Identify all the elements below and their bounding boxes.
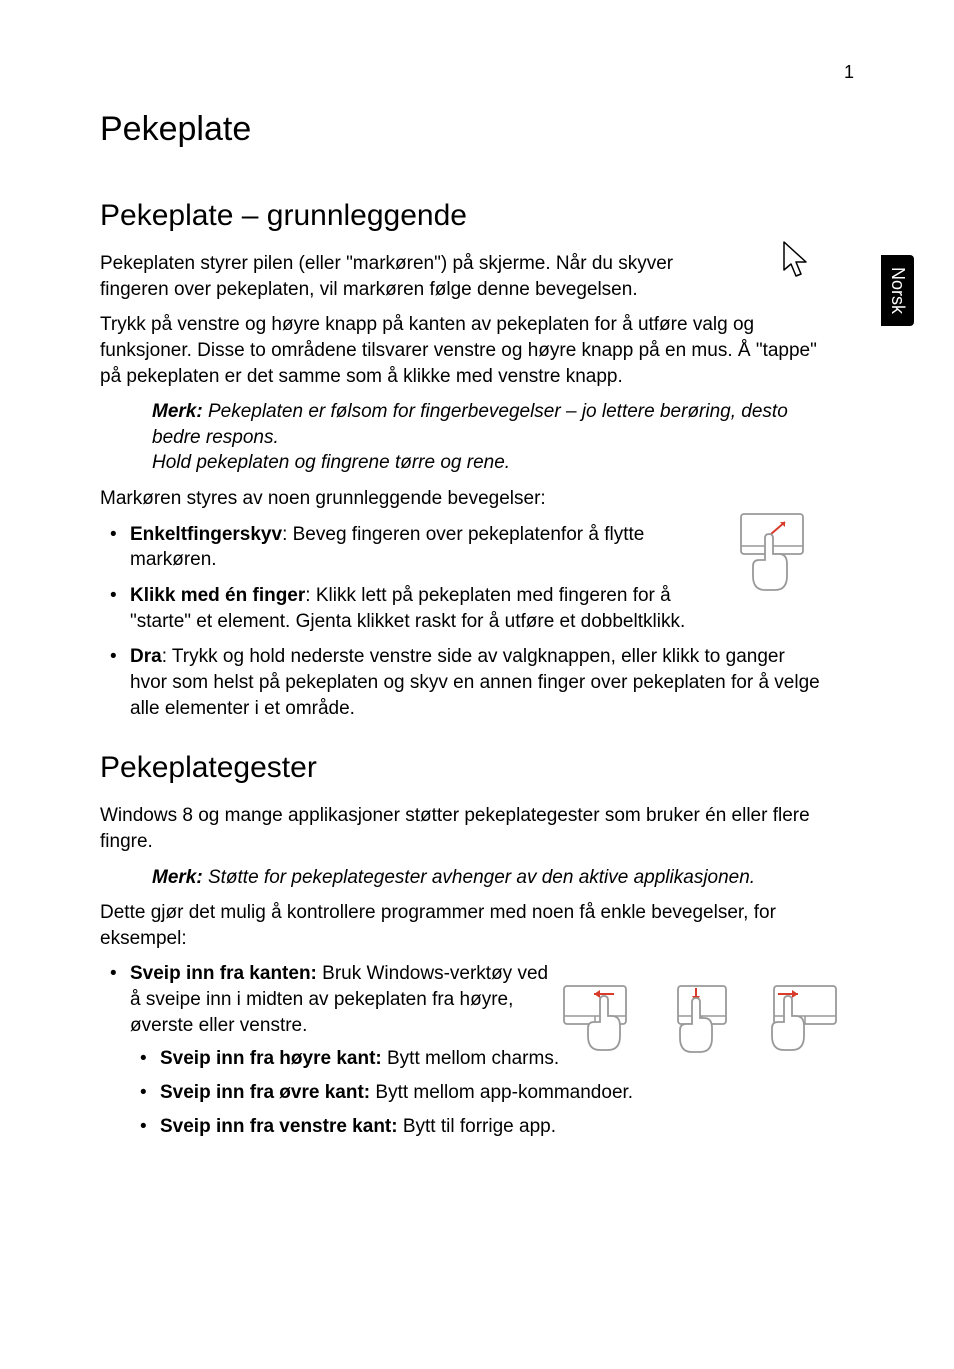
section2-p1: Windows 8 og mange applikasjoner støtter… [100,803,820,854]
subbullet-left: Sveip inn fra venstre kant: Bytt til for… [130,1114,820,1140]
swipe-icons-group [560,980,840,1060]
subbullet-text: Bytt mellom charms. [382,1048,559,1069]
page-number: 1 [844,62,854,83]
note-label: Merk: [152,401,203,422]
subbullet-label: Sveip inn fra øvre kant: [160,1082,370,1103]
section1-p2: Trykk på venstre og høyre knapp på kante… [100,312,820,389]
bullet-slide: Enkeltfingerskyv: Beveg fingeren over pe… [100,522,690,573]
section1-bullets: Enkeltfingerskyv: Beveg fingeren over pe… [100,522,820,721]
bullet-text: : Trykk og hold nederste venstre side av… [130,646,820,718]
subbullet-label: Sveip inn fra venstre kant: [160,1116,398,1137]
swipe-right-icon [560,980,640,1060]
swipe-left-icon [760,980,840,1060]
swipe-top-icon [660,980,740,1060]
doc-title: Pekeplate [100,110,820,149]
subbullet-text: Bytt til forrige app. [398,1116,556,1137]
touchpad-single-finger-icon [735,510,815,600]
bullet-drag: Dra: Trykk og hold nederste venstre side… [100,644,820,721]
section1-p1: Pekeplaten styrer pilen (eller "markøren… [100,251,730,302]
bullet-label: Klikk med én finger [130,585,305,606]
subbullet-top: Sveip inn fra øvre kant: Bytt mellom app… [130,1080,820,1106]
section2-subbullets: Sveip inn fra høyre kant: Bytt mellom ch… [130,1046,820,1139]
note-label: Merk: [152,867,203,888]
note-text: Støtte for pekeplategester avhenger av d… [203,867,755,888]
section1-note: Merk: Pekeplaten er følsom for fingerbev… [152,399,810,476]
cursor-icon [780,240,814,280]
section2-note: Merk: Støtte for pekeplategester avhenge… [152,865,810,891]
subbullet-text: Bytt mellom app-kommandoer. [370,1082,633,1103]
language-tab: Norsk [881,255,914,326]
section2-p2: Dette gjør det mulig å kontrollere progr… [100,900,820,951]
bullet-label: Dra [130,646,162,667]
note-text-1: Pekeplaten er følsom for fingerbevegelse… [152,401,788,448]
bullet-label: Enkeltfingerskyv [130,524,282,545]
section1-heading: Pekeplate – grunnleggende [100,199,820,233]
section1-p3: Markøren styres av noen grunnleggende be… [100,486,820,512]
bullet-label: Sveip inn fra kanten: [130,963,317,984]
subbullet-label: Sveip inn fra høyre kant: [160,1048,382,1069]
bullet-click: Klikk med én finger: Klikk lett på pekep… [100,583,690,634]
note-text-2: Hold pekeplaten og fingrene tørre og ren… [152,452,510,473]
section2-heading: Pekeplategester [100,751,820,785]
